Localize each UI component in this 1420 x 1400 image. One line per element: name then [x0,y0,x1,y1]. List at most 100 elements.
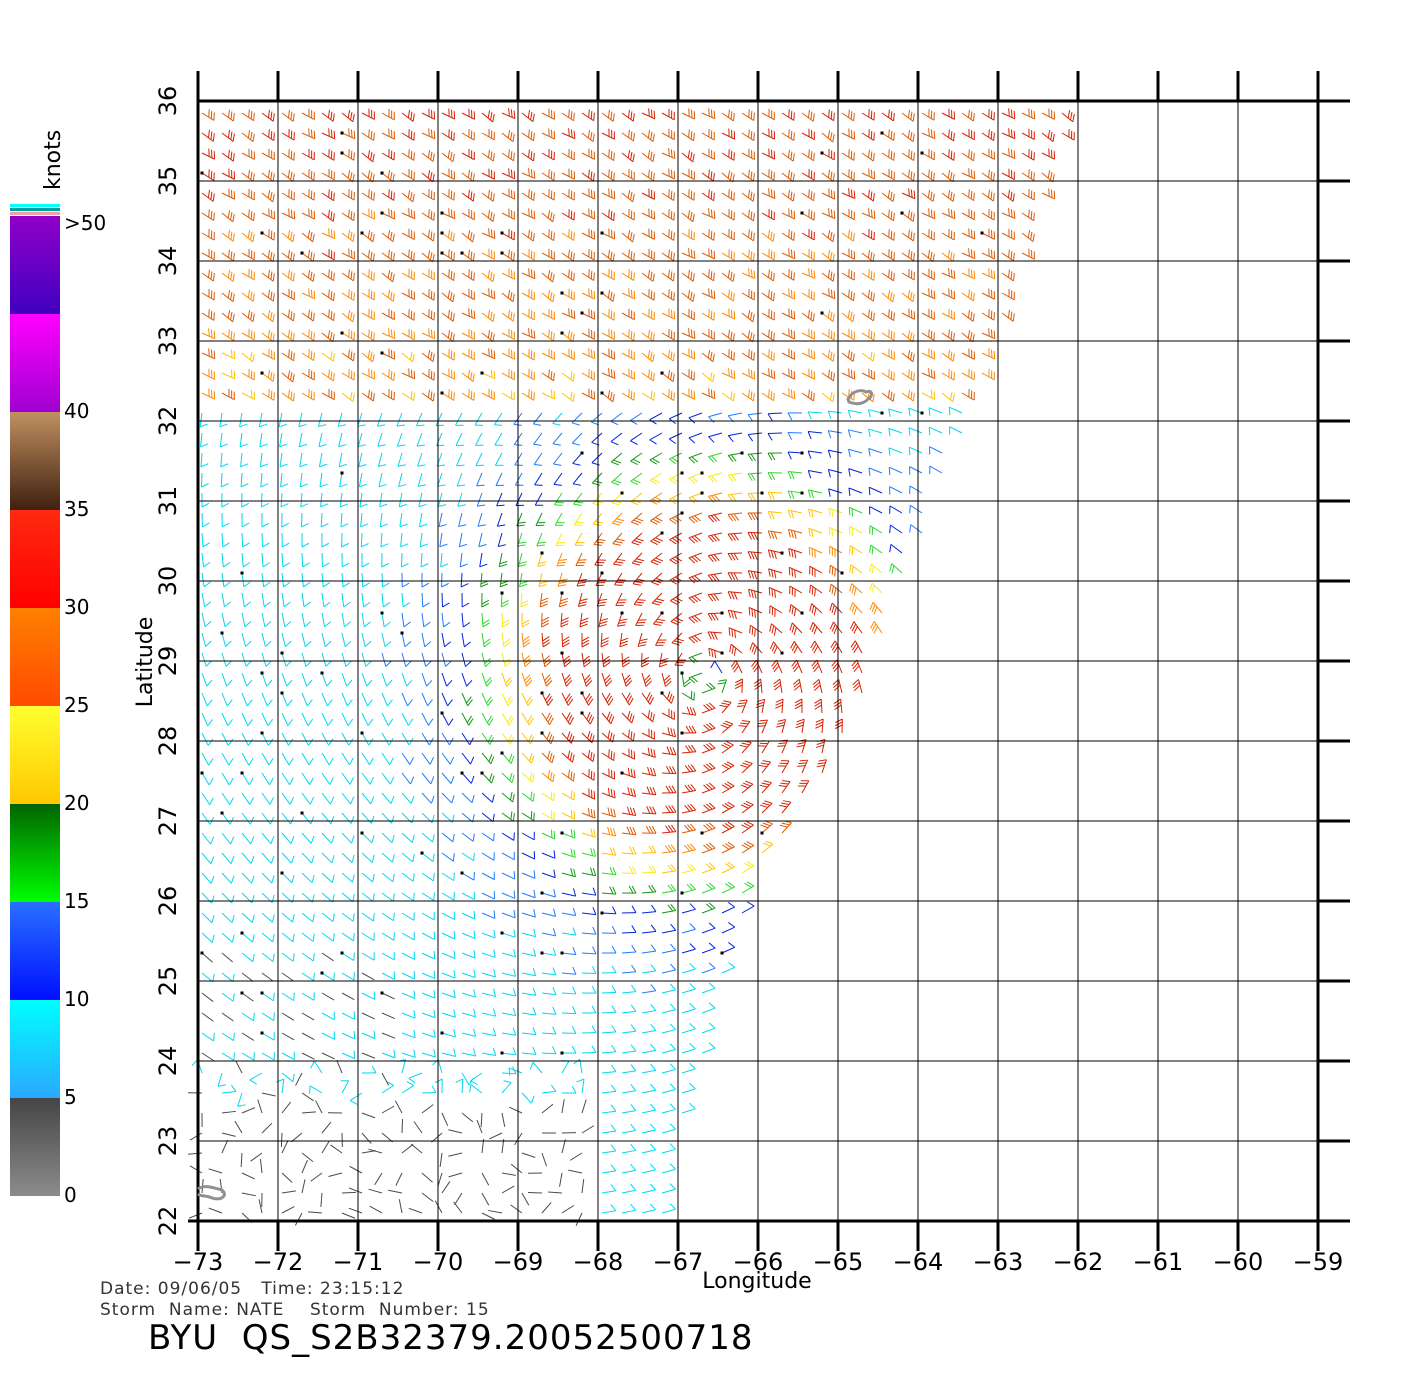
wind-barb [601,1084,617,1094]
wind-barb [441,368,456,380]
wind-barb [241,832,255,845]
wind-barb [301,832,315,844]
wind-barb [421,1009,436,1019]
wind-barb [921,368,936,380]
wind-barb [281,532,290,548]
wind-barb [341,712,354,726]
wind-barb [481,128,495,141]
wind-barb [681,764,697,774]
wind-barb [301,349,315,362]
wind-barb [461,632,471,648]
wind-barb [641,1103,657,1114]
wind-barb [221,249,235,262]
wind-barb [1021,209,1035,222]
wind-barb [721,901,735,914]
wind-barb [341,892,355,903]
wind-barb [510,1204,523,1214]
wind-barb [1041,148,1056,160]
latitude-tick-label: 31 [154,486,182,517]
wind-barb [441,652,452,667]
wind-barb [828,507,843,518]
wind-barb [188,1212,203,1219]
wind-barb [681,328,696,340]
wind-barb [661,785,677,794]
wind-barb [321,592,331,608]
wind-barb [921,249,935,262]
wind-barb [631,532,644,546]
wind-barb [401,368,416,380]
wind-barb [301,652,312,667]
longitude-tick-labels: −73 −72 −71 −70 −69 −68 −67 −66 −65 −64 −63 −62 −61−… [173,1248,1344,1276]
wind-barb [221,592,232,608]
wind-barb [241,188,255,201]
wind-barb [501,612,510,628]
wind-barb [621,368,635,380]
wind-barb [831,659,843,674]
wind-barb [321,692,333,707]
wind-barb [621,1024,637,1034]
wind-barb [561,348,575,360]
wind-barb [361,952,375,961]
wind-barb [521,810,535,822]
wind-barb [781,149,795,162]
wind-barb [821,349,835,362]
wind-barb [501,909,516,919]
wind-barb [441,792,455,804]
wind-barb [561,769,575,782]
wind-barb [481,792,495,803]
wind-barb [521,229,535,242]
wind-barb [496,512,506,527]
wind-barb [707,612,723,621]
wind-barb [561,1139,566,1154]
wind-barb [741,169,755,182]
wind-barb [321,612,332,628]
wind-barb [717,679,727,694]
rain-flag-marker [540,951,544,955]
wind-barb [796,739,807,754]
wind-barb [348,1207,363,1214]
wind-barb [301,732,314,746]
wind-barb [841,289,855,302]
wind-barb [421,328,436,340]
wind-barb [681,863,696,874]
wind-barb [521,831,535,841]
wind-barb [533,452,543,466]
wind-barb [921,348,936,360]
wind-barb [741,189,755,202]
wind-barb [720,720,734,734]
wind-barb [441,950,456,959]
wind-barb [761,309,775,321]
wind-barb [541,389,556,400]
wind-barb [661,1043,676,1054]
wind-barb [669,532,683,545]
wind-barb [378,472,387,488]
wind-barb [361,170,375,183]
wind-barb [341,992,355,1001]
wind-barb [881,269,895,282]
wind-barb [829,564,843,577]
wind-barb [401,129,415,141]
wind-barb [661,1003,676,1014]
wind-barb [259,452,268,468]
wind-barb [257,1099,263,1114]
y-axis-title: Latitude [133,617,158,708]
wind-barb [668,412,683,424]
wind-barb [747,472,763,481]
wind-barb [641,188,655,200]
colorbar-segment [10,314,60,412]
rain-flag-marker [680,471,684,475]
wind-barb [767,511,783,520]
wind-barb [527,1191,543,1194]
wind-barb [301,189,315,201]
wind-barb [521,168,536,179]
rain-flag-marker [680,891,684,895]
wind-barb [761,289,775,302]
wind-barb [591,432,603,446]
wind-barb [241,309,255,323]
wind-barb [727,472,743,482]
wind-barb [381,732,394,746]
wind-barb [748,607,763,618]
wind-barb [641,964,657,974]
wind-barb [561,790,575,801]
